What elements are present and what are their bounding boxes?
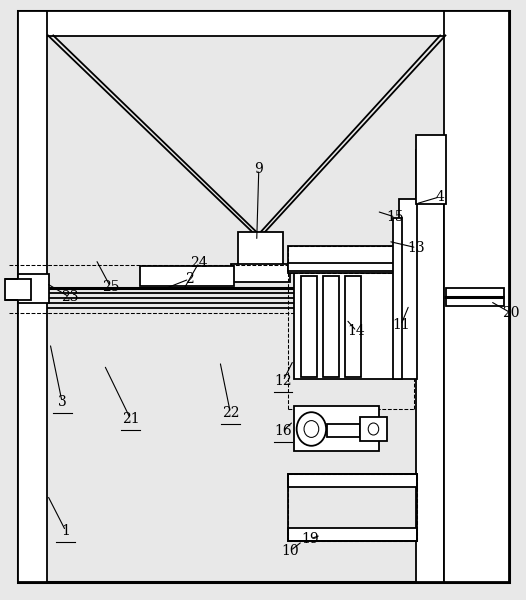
Bar bbox=[18, 274, 49, 303]
Bar bbox=[18, 11, 47, 582]
Text: 25: 25 bbox=[102, 280, 119, 294]
Text: 11: 11 bbox=[392, 318, 410, 332]
Bar bbox=[416, 135, 446, 204]
Text: 9: 9 bbox=[255, 162, 263, 176]
Text: 13: 13 bbox=[408, 241, 426, 255]
Bar bbox=[288, 528, 417, 541]
Bar bbox=[327, 424, 360, 437]
Bar bbox=[345, 276, 361, 377]
Bar bbox=[294, 270, 398, 379]
Text: 1: 1 bbox=[62, 524, 70, 538]
Bar bbox=[140, 266, 234, 286]
Text: 12: 12 bbox=[274, 374, 292, 388]
Text: 19: 19 bbox=[301, 532, 319, 546]
Text: 22: 22 bbox=[221, 406, 239, 420]
Text: 15: 15 bbox=[387, 210, 404, 224]
Text: 3: 3 bbox=[58, 395, 66, 409]
Text: 16: 16 bbox=[274, 424, 292, 438]
Text: 2: 2 bbox=[185, 272, 194, 286]
Text: 14: 14 bbox=[348, 324, 366, 338]
Bar bbox=[393, 218, 402, 379]
Bar bbox=[323, 276, 339, 377]
Bar bbox=[399, 199, 417, 379]
Text: 10: 10 bbox=[281, 544, 299, 558]
Text: 20: 20 bbox=[502, 306, 520, 320]
Bar bbox=[294, 406, 379, 451]
Bar bbox=[288, 474, 417, 541]
Bar bbox=[288, 474, 417, 487]
Bar bbox=[238, 232, 283, 265]
Bar bbox=[416, 150, 444, 582]
Text: 23: 23 bbox=[60, 290, 78, 304]
Bar bbox=[301, 276, 317, 377]
Text: 21: 21 bbox=[122, 412, 139, 426]
Bar bbox=[444, 11, 509, 582]
Text: 4: 4 bbox=[436, 190, 444, 204]
Bar bbox=[18, 11, 509, 36]
Bar bbox=[231, 264, 290, 282]
Bar bbox=[360, 417, 387, 441]
Bar bbox=[288, 263, 408, 271]
Text: 24: 24 bbox=[190, 256, 208, 270]
Bar bbox=[446, 288, 504, 306]
Bar bbox=[5, 279, 31, 300]
Bar bbox=[288, 246, 408, 273]
